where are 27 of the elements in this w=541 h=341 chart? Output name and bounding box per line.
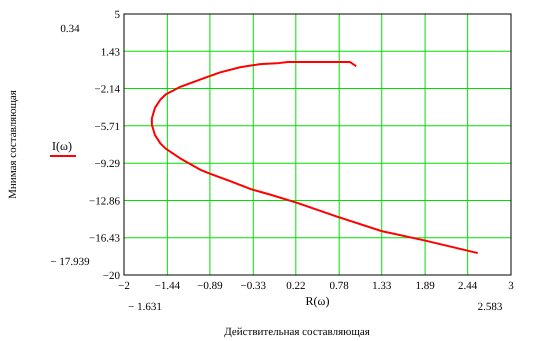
x-tick-label: 1.33 xyxy=(372,280,392,292)
y-tick-label: 5 xyxy=(114,9,120,21)
text: Мнимая составляющая xyxy=(7,90,19,199)
x-tick-label: −1.44 xyxy=(154,280,181,292)
x-tick-label: −0.33 xyxy=(240,280,266,292)
y-tick-label: −2.14 xyxy=(94,84,120,96)
x-tick-label: −0.89 xyxy=(197,280,224,292)
x-tick-label: 3 xyxy=(508,280,514,292)
y-tick-label: 1.43 xyxy=(100,46,120,58)
line-series xyxy=(150,61,479,254)
x-tick-label: 2.44 xyxy=(458,280,478,292)
x-tick-label: 0.78 xyxy=(330,280,350,292)
x-tick-label: −2 xyxy=(118,280,130,292)
text: I(ω) xyxy=(52,139,72,153)
y-tick-label: −16.43 xyxy=(89,232,120,245)
y-tick-label: −12.86 xyxy=(89,195,120,208)
text: − 17.939 xyxy=(50,256,90,268)
text: 2.583 xyxy=(478,301,503,313)
y-tick-label: −20 xyxy=(102,270,120,282)
x-tick-label: 0.22 xyxy=(286,280,306,292)
x-axis-title: R(ω) xyxy=(306,294,330,308)
y-tick-label: −9.29 xyxy=(94,158,120,170)
text: Действительная составляющая xyxy=(224,326,370,338)
text: 0.34 xyxy=(60,23,80,35)
y-tick-label: −5.71 xyxy=(94,120,120,133)
x-tick-label: 1.89 xyxy=(415,280,436,292)
text: − 1.631 xyxy=(128,301,162,313)
